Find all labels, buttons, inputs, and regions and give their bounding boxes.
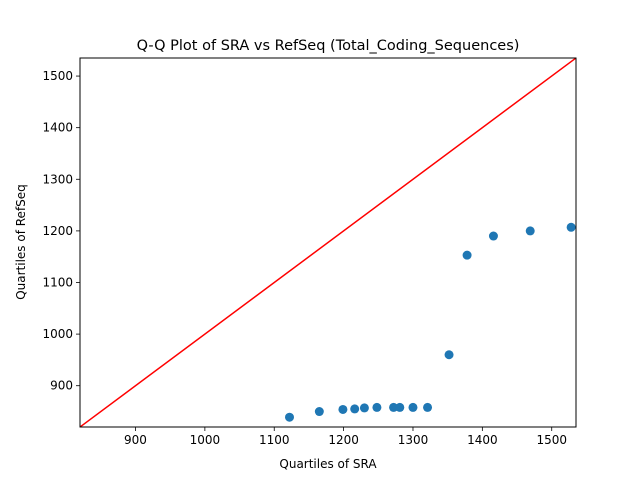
x-tick-label: 1500	[536, 433, 567, 447]
y-axis-label: Quartiles of RefSeq	[14, 184, 28, 300]
chart-title: Q-Q Plot of SRA vs RefSeq (Total_Coding_…	[137, 38, 520, 54]
reference-line	[80, 58, 576, 427]
y-tick-label: 1400	[42, 121, 73, 135]
x-tick-label: 1200	[328, 433, 359, 447]
data-point	[566, 222, 576, 232]
y-tick-label: 1000	[42, 327, 73, 341]
y-tick-label: 1200	[42, 224, 73, 238]
plot-area	[79, 57, 577, 428]
y-axis: 900 1000 1100 1200 1300 1400 1500	[42, 69, 80, 393]
data-point	[389, 402, 399, 412]
data-point	[423, 402, 433, 412]
x-axis: 900 1000 1100 1200 1300 1400 1500	[124, 427, 567, 447]
x-tick-label: 1000	[190, 433, 221, 447]
data-point	[284, 412, 294, 422]
y-tick-label: 1300	[42, 172, 73, 186]
x-tick-label: 1300	[398, 433, 429, 447]
data-point	[395, 402, 405, 412]
data-point	[338, 404, 348, 414]
x-tick-label: 900	[124, 433, 147, 447]
y-tick-label: 1500	[42, 69, 73, 83]
data-point	[359, 403, 369, 413]
y-tick-label: 900	[50, 379, 73, 393]
data-point	[372, 402, 382, 412]
plot-frame	[79, 57, 577, 428]
y-tick-label: 1100	[42, 275, 73, 289]
x-tick-label: 1400	[467, 433, 498, 447]
data-point	[462, 250, 472, 260]
data-point	[350, 404, 360, 414]
x-axis-label: Quartiles of SRA	[279, 457, 377, 471]
data-point	[488, 231, 498, 241]
data-point	[525, 226, 535, 236]
x-tick-label: 1100	[259, 433, 290, 447]
data-point	[314, 407, 324, 417]
data-point	[408, 402, 418, 412]
data-point	[444, 350, 454, 360]
